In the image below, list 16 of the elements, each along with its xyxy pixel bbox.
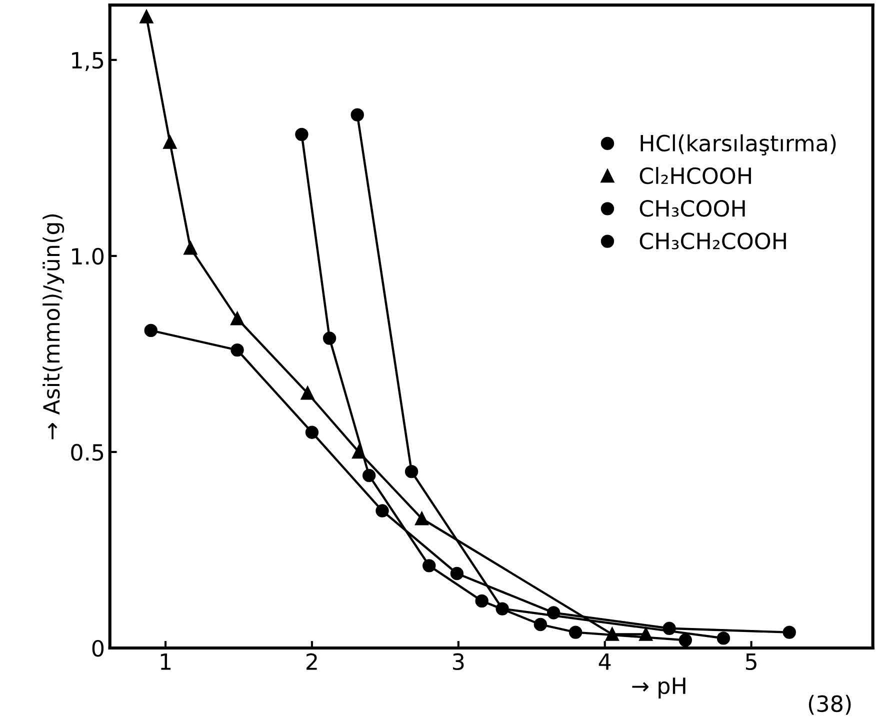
legend-label: Cl₂HCOOH <box>640 166 751 184</box>
y-tick-label: 0.5 <box>71 444 104 461</box>
x-axis-title: → pH <box>632 678 686 698</box>
legend-label: CH₃CH₂COOH <box>640 232 786 250</box>
y-tick-label: 1.0 <box>72 248 104 265</box>
x-tick-label: 4 <box>598 654 611 670</box>
legend-label: HCl(karsılaştırma) <box>640 134 836 156</box>
y-tick-label: 0 <box>92 640 104 657</box>
x-tick-label: 2 <box>306 653 317 670</box>
x-tick-label: 5 <box>746 654 756 670</box>
y-axis-title: → Asit(mmol)/yün(g) <box>42 214 64 440</box>
text: (38) <box>808 694 851 715</box>
x-tick-label: 3 <box>453 653 464 670</box>
legend-label: CH₃COOH <box>640 200 745 217</box>
x-tick-label: 1 <box>160 654 171 670</box>
y-tick-label: 1,5 <box>72 52 104 71</box>
